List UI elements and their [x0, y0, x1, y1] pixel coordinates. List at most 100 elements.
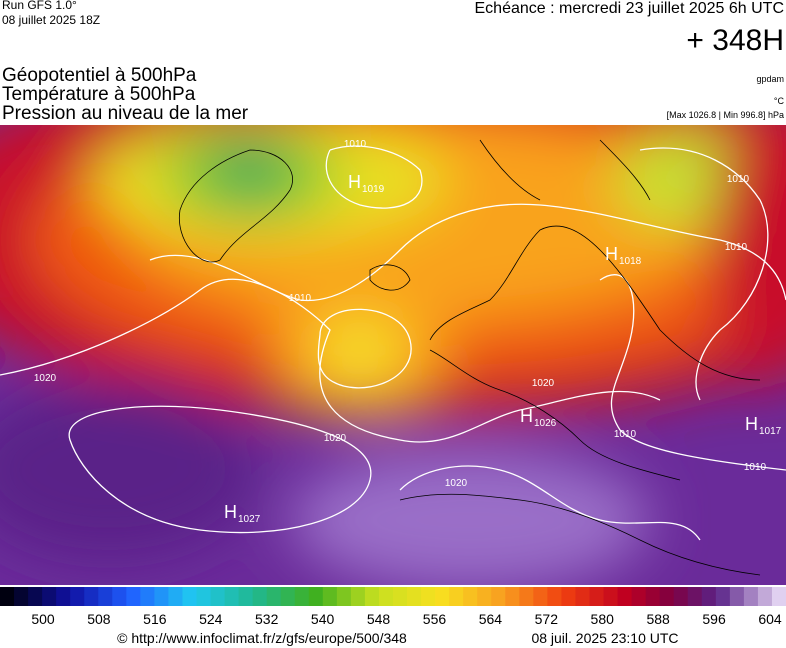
colorbar-swatch — [112, 587, 127, 606]
run-date: 08 juillet 2025 18Z — [2, 13, 100, 27]
colorbar-swatch — [28, 587, 43, 606]
colorbar-swatch — [126, 587, 141, 606]
colorbar-swatch — [407, 587, 422, 606]
colorbar-swatch — [224, 587, 240, 606]
colorbar-label: 500 — [31, 611, 55, 627]
isobar-label: 1020 — [324, 433, 347, 444]
high-pressure: 1027 — [238, 514, 261, 525]
colorbar-swatch — [701, 587, 717, 606]
isobar-label: 1010 — [614, 429, 637, 440]
run-label: Run GFS 1.0° — [2, 0, 77, 12]
colorbar-label: 596 — [702, 611, 726, 627]
isobar-label: 1010 — [725, 242, 748, 253]
colorbar-swatch — [547, 587, 562, 606]
colorbar-swatch — [771, 587, 786, 606]
colorbar-swatch — [757, 587, 773, 606]
footer-source: © http://www.infoclimat.fr/z/gfs/europe/… — [117, 630, 407, 646]
colorbar-swatch — [378, 587, 394, 606]
colorbar-swatch — [238, 587, 254, 606]
colorbar-label: 580 — [591, 611, 615, 627]
colorbar-swatch — [673, 587, 689, 606]
isobar-label: 1020 — [532, 378, 555, 389]
colorbar-swatch — [196, 587, 212, 606]
colorbar-label: 564 — [479, 611, 503, 627]
colorbar-swatch — [154, 587, 169, 606]
colorbar-swatch — [210, 587, 226, 606]
high-letter: H — [605, 244, 618, 264]
high-pressure: 1018 — [619, 256, 642, 267]
unit: °C — [774, 96, 785, 106]
colorbar-swatch — [603, 587, 619, 606]
colorbar-swatch — [336, 587, 352, 606]
unit: gpdam — [756, 74, 784, 84]
colorbar-swatch — [393, 587, 408, 606]
colorbar-label: 508 — [87, 611, 111, 627]
colorbar-swatch — [463, 587, 478, 606]
colorbar-swatch — [168, 587, 183, 606]
field-name: Géopotentiel à 500hPa — [2, 65, 197, 86]
colorbar-swatch — [575, 587, 590, 606]
colorbar-swatch — [519, 587, 534, 606]
isobar-label: 1010 — [289, 293, 312, 304]
colorbar-label: 556 — [423, 611, 447, 627]
colorbar-label: 516 — [143, 611, 167, 627]
footer-date: 08 juil. 2025 23:10 UTC — [531, 630, 678, 646]
coastlines — [178, 139, 761, 576]
colorbar-swatch — [350, 587, 366, 606]
colorbar-swatch — [421, 587, 436, 606]
isobar-label: 1010 — [744, 462, 767, 473]
high-letter: H — [745, 414, 758, 434]
high-letter: H — [520, 406, 533, 426]
isobar-label: 1020 — [445, 478, 468, 489]
colorbar-swatch — [435, 587, 450, 606]
colorbar-swatch — [589, 587, 605, 606]
field-name: Température à 500hPa — [2, 84, 196, 105]
colorbar-swatch — [645, 587, 661, 606]
colorbar-label: 532 — [255, 611, 279, 627]
colorbar-swatch — [477, 587, 492, 606]
colorbar-swatch — [56, 587, 71, 606]
colorbar-swatch — [140, 587, 155, 606]
colorbar-swatch — [687, 587, 703, 606]
colorbar-label: 572 — [535, 611, 559, 627]
colorbar-swatch — [715, 587, 731, 606]
isobars — [0, 145, 786, 541]
pressure-range: [Max 1026.8 | Min 996.8] hPa — [667, 110, 784, 120]
colorbar-label: 588 — [646, 611, 670, 627]
colorbar-swatch — [14, 587, 29, 606]
colorbar-swatch — [743, 587, 759, 606]
colorbar-swatch — [364, 587, 380, 606]
isobar-label: 1010 — [727, 174, 750, 185]
colorbar-swatch — [505, 587, 520, 606]
high-pressure: 1019 — [362, 184, 385, 195]
lead-time: + 348H — [686, 24, 784, 57]
colorbar-swatch — [252, 587, 268, 606]
field-name: Pression au niveau de la mer — [2, 103, 249, 124]
isobar-label: 1010 — [344, 139, 367, 150]
colorbar-swatch — [70, 587, 85, 606]
colorbar-swatch — [42, 587, 57, 606]
colorbar-label: 524 — [199, 611, 223, 627]
colorbar-swatch — [729, 587, 745, 606]
high-letter: H — [348, 172, 361, 192]
colorbar-swatch — [631, 587, 647, 606]
colorbar-swatch — [449, 587, 464, 606]
isobar-label: 1020 — [34, 373, 57, 384]
colorbar-swatch — [0, 587, 15, 606]
high-letter: H — [224, 502, 237, 522]
high-pressure: 1017 — [759, 426, 782, 437]
colorbar-swatch — [617, 587, 633, 606]
colorbar-label: 604 — [758, 611, 782, 627]
colorbar-swatch — [98, 587, 113, 606]
colorbar-swatch — [491, 587, 506, 606]
colorbar-label: 540 — [311, 611, 335, 627]
colorbar-swatch — [182, 587, 197, 606]
colorbar-swatch — [280, 587, 296, 606]
colorbar-swatch — [561, 587, 576, 606]
colorbar-swatch — [294, 587, 310, 606]
colorbar-swatch — [659, 587, 675, 606]
colorbar-swatch — [266, 587, 282, 606]
colorbar-swatch — [533, 587, 548, 606]
